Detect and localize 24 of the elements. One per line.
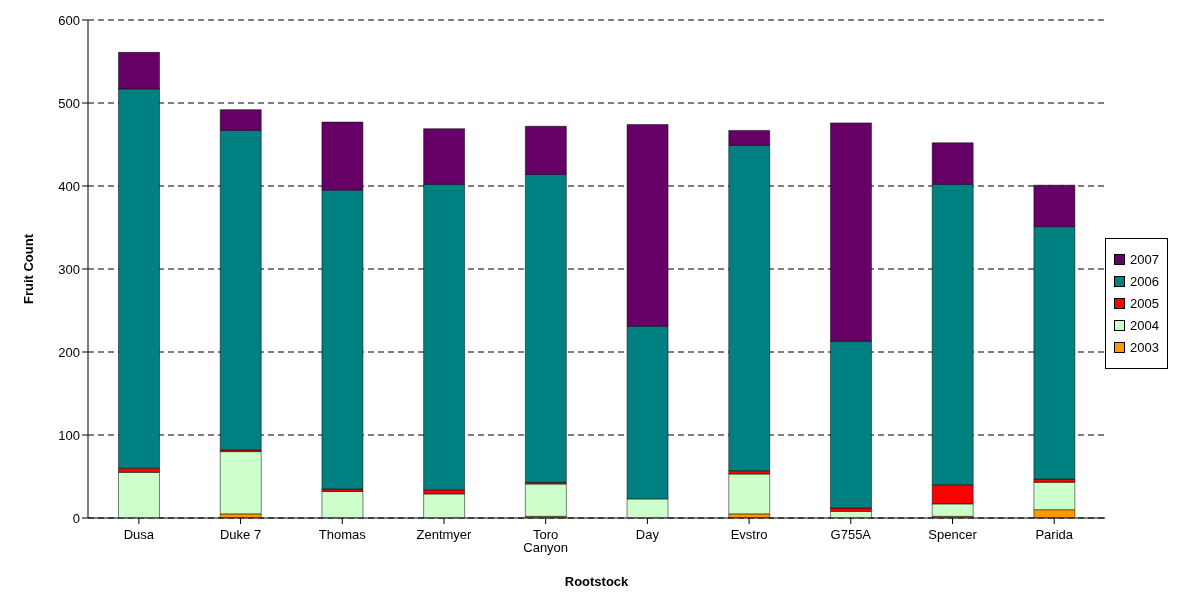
- x-tick-label: Thomas: [318, 527, 367, 543]
- y-tick-label: 600: [58, 12, 80, 28]
- x-tick-label: Day: [635, 527, 660, 543]
- x-tick-label: Dusa: [123, 527, 155, 543]
- y-tick-label: 500: [58, 95, 80, 111]
- y-tick-label: 200: [58, 344, 80, 360]
- x-tick-label: Duke 7: [219, 527, 262, 543]
- y-axis-title: Fruit Count: [20, 233, 36, 305]
- y-tick-label: 300: [58, 261, 80, 277]
- x-tick-label: Spencer: [928, 527, 978, 543]
- x-tick-label: Toro Canyon: [523, 527, 569, 556]
- y-tick-label: 0: [72, 510, 80, 526]
- y-tick-label: 100: [58, 427, 80, 443]
- y-tick-label: 400: [58, 178, 80, 194]
- legend-label: 2006: [1130, 273, 1159, 289]
- x-tick-label: Zentmyer: [416, 527, 473, 543]
- legend-label: 2005: [1130, 295, 1159, 311]
- x-tick-label: Evstro: [730, 527, 768, 543]
- x-axis-title: Rootstock: [564, 574, 630, 589]
- x-tick-label: Parida: [1035, 527, 1074, 543]
- legend-label: 2004: [1130, 317, 1159, 333]
- legend-label: 2003: [1130, 339, 1159, 355]
- legend-label: 2007: [1130, 251, 1159, 267]
- x-tick-label: G755A: [830, 527, 872, 543]
